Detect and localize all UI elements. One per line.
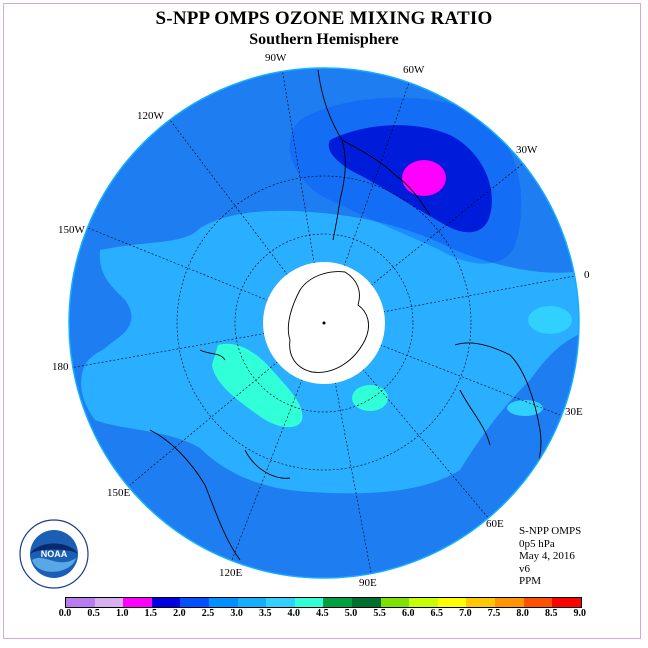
colorbar-tick-label: 5.0 — [344, 608, 358, 619]
colorbar-tick-label: 8.5 — [544, 608, 558, 619]
colorbar-tick-label: 6.5 — [430, 608, 444, 619]
field-left-patch — [70, 280, 119, 357]
colorbar-swatch — [180, 598, 209, 607]
colorbar-tick-label: 9.0 — [573, 608, 587, 619]
field-peak — [402, 160, 446, 196]
map-outline — [68, 67, 580, 579]
lon-label-90E: 90E — [359, 577, 377, 589]
map-subtitle: Southern Hemisphere — [249, 31, 399, 48]
colorbar-tick-label: 7.5 — [487, 608, 501, 619]
info-units: PPM — [519, 575, 542, 587]
colorbar-swatch — [323, 598, 352, 607]
colorbar-swatch — [294, 598, 324, 607]
field-low-patch-2 — [352, 385, 388, 411]
colorbar-tick-label: 1.5 — [144, 608, 158, 619]
field-low-patch — [212, 343, 303, 428]
lon-label-60E: 60E — [486, 518, 504, 530]
colorbar-tick-label: 8.0 — [516, 608, 529, 619]
colorbar-tick-label: 4.0 — [287, 608, 301, 619]
field-right-patch-2 — [507, 400, 543, 416]
info-level: 0p5 hPa — [519, 537, 555, 550]
info-date: May 4, 2016 — [519, 550, 575, 562]
colorbar-tick-label: 1.0 — [115, 608, 129, 619]
info-version: v6 — [519, 562, 530, 575]
colorbar-tick-label: 2.0 — [173, 608, 186, 619]
noaa-logo: NOAA — [19, 519, 89, 589]
colorbar-tick-label: 0.5 — [87, 608, 100, 619]
colorbar-swatch — [208, 598, 238, 607]
colorbar-tick-label: 2.5 — [201, 608, 215, 619]
colorbar-tick-label: 4.5 — [316, 608, 329, 619]
colorbar-swatch — [151, 598, 181, 607]
colorbar-swatch — [409, 598, 438, 607]
info-instrument: S-NPP OMPS — [519, 525, 582, 537]
figure-frame — [3, 3, 641, 639]
lon-label-180: 180 — [52, 361, 69, 373]
colorbar-swatch — [123, 598, 152, 607]
colorbar-ticks: 0.0 0.5 1.0 1.5 2.0 2.5 3.0 3.5 4.0 4.5 5.0 5.5 6.0 6… — [0, 608, 648, 622]
lon-label-0: 0 — [584, 269, 590, 281]
colorbar-swatch — [523, 598, 553, 607]
map-title: S-NPP OMPS OZONE MIXING RATIO — [155, 8, 493, 29]
colorbar-swatch — [552, 598, 581, 607]
lon-label-150E: 150E — [107, 487, 131, 499]
colorbar-swatch — [237, 598, 267, 607]
colorbar-tick-label: 6.0 — [401, 608, 415, 619]
colorbar-swatch — [437, 598, 467, 607]
latitude-circles — [176, 175, 472, 471]
lon-label-120E: 120E — [219, 567, 243, 579]
meridians — [69, 68, 579, 578]
colorbar-swatch — [494, 598, 524, 607]
colorbar-tick-label: 3.5 — [258, 608, 272, 619]
lon-label-120W: 120W — [137, 110, 165, 122]
colorbar-tick-label: 5.5 — [373, 608, 386, 619]
colorbar — [65, 597, 582, 608]
lon-label-90W: 90W — [265, 52, 287, 64]
colorbar-tick-label: 7.0 — [459, 608, 472, 619]
field-right-patch — [528, 306, 572, 334]
antarctica-outline — [287, 271, 369, 373]
colorbar-swatch — [94, 598, 124, 607]
colorbar-swatch — [66, 598, 95, 607]
colorbar-swatch — [466, 598, 495, 607]
longitude-labels: 90W 60W 30W 0 30E 60E 90E 120E 150E 180 … — [52, 52, 590, 589]
colorbar-swatch — [380, 598, 410, 607]
colorbar-swatch — [266, 598, 295, 607]
lon-label-150W: 150W — [58, 224, 86, 236]
logo-text: NOAA — [41, 549, 68, 559]
colorbar-swatch — [351, 598, 381, 607]
info-block: S-NPP OMPS 0p5 hPa May 4, 2016 v6 PPM — [519, 525, 581, 588]
lon-label-30E: 30E — [565, 406, 583, 418]
colorbar-tick-label: 0.0 — [58, 608, 72, 619]
lon-label-60W: 60W — [403, 64, 425, 76]
colorbar-tick-label: 3.0 — [230, 608, 243, 619]
lon-label-30W: 30W — [516, 144, 538, 156]
